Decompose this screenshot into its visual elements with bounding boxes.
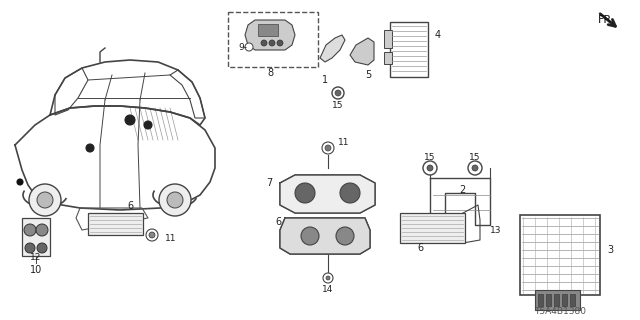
Polygon shape [280, 218, 370, 254]
Circle shape [36, 224, 48, 236]
Polygon shape [280, 175, 375, 213]
Circle shape [332, 87, 344, 99]
Polygon shape [245, 20, 295, 50]
Text: 3: 3 [607, 245, 613, 255]
Text: 12: 12 [30, 253, 42, 262]
Bar [535, 290, 580, 310]
Bar [88, 213, 143, 235]
Bar [400, 213, 465, 243]
Circle shape [144, 121, 152, 129]
Bar [520, 215, 600, 295]
Text: 6: 6 [276, 217, 282, 227]
Circle shape [323, 273, 333, 283]
Circle shape [340, 183, 360, 203]
Text: T5A4B1380: T5A4B1380 [534, 308, 586, 316]
Circle shape [37, 243, 47, 253]
Circle shape [322, 142, 334, 154]
Bar [384, 52, 392, 64]
Circle shape [149, 232, 155, 238]
Polygon shape [228, 12, 318, 67]
Circle shape [125, 115, 135, 125]
Text: 4: 4 [435, 30, 441, 40]
Bar [538, 294, 543, 306]
Bar [258, 24, 278, 36]
Text: 2: 2 [459, 185, 465, 195]
Bar [384, 30, 392, 48]
Circle shape [24, 224, 36, 236]
Circle shape [25, 243, 35, 253]
Circle shape [472, 165, 478, 171]
Circle shape [427, 165, 433, 171]
Text: 10: 10 [30, 265, 42, 275]
Circle shape [29, 184, 61, 216]
Text: 8: 8 [267, 68, 273, 78]
Circle shape [277, 40, 283, 46]
Polygon shape [350, 38, 374, 65]
Bar [390, 22, 428, 77]
Circle shape [336, 227, 354, 245]
Circle shape [245, 43, 253, 51]
Circle shape [423, 161, 437, 175]
Bar [22, 218, 50, 256]
Circle shape [261, 40, 267, 46]
Text: 15: 15 [424, 153, 436, 162]
Text: 5: 5 [365, 70, 371, 80]
Text: 9-: 9- [238, 43, 247, 52]
Circle shape [301, 227, 319, 245]
Circle shape [326, 276, 330, 280]
Bar [554, 294, 559, 306]
Text: 7: 7 [266, 178, 272, 188]
Text: 11: 11 [165, 234, 177, 243]
Text: 14: 14 [323, 285, 333, 294]
Text: 11: 11 [338, 138, 349, 147]
Text: 6: 6 [127, 201, 133, 211]
Bar [570, 294, 575, 306]
Circle shape [167, 192, 183, 208]
Circle shape [468, 161, 482, 175]
Circle shape [269, 40, 275, 46]
Text: FR.: FR. [598, 15, 616, 25]
Circle shape [146, 229, 158, 241]
Circle shape [295, 183, 315, 203]
Circle shape [335, 90, 341, 96]
Text: 13: 13 [490, 226, 502, 235]
Text: 1: 1 [322, 75, 328, 85]
Text: 15: 15 [469, 153, 481, 162]
Polygon shape [320, 35, 345, 62]
Bar [562, 294, 567, 306]
Circle shape [159, 184, 191, 216]
Bar [546, 294, 551, 306]
Circle shape [17, 179, 23, 185]
Text: 15: 15 [332, 100, 344, 109]
Circle shape [86, 144, 94, 152]
Circle shape [37, 192, 53, 208]
Circle shape [325, 145, 331, 151]
Text: 6: 6 [417, 243, 423, 253]
